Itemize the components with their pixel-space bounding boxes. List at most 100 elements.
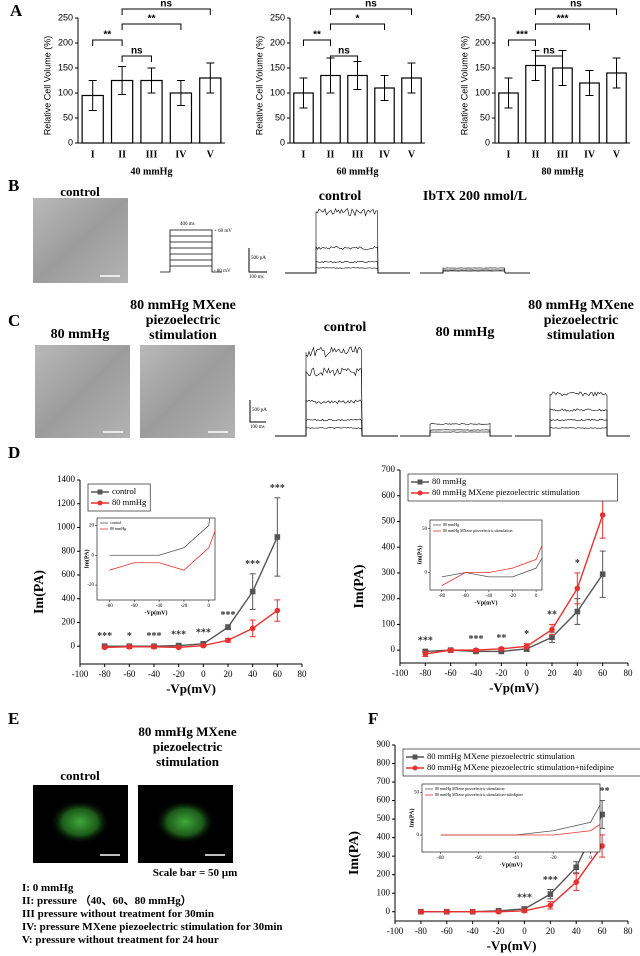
voltage-protocol [160,229,222,273]
x-tick-label: 20 [546,926,556,936]
significance-label: *** [245,559,260,570]
inset-series-line [441,557,542,578]
current-traces [275,207,630,437]
data-point [447,647,454,653]
y-tick-label: 200 [475,37,490,47]
image-label: control [60,768,100,783]
significance-bracket [535,23,590,30]
significance-bracket [535,8,617,15]
legend-label: 80 mmHg MXene piezoelectric stimulation [432,487,581,497]
inset-series-line [109,529,215,571]
data-point [574,585,581,592]
inset-x-label: -Vp(mV) [145,609,168,616]
inset-legend-label: 80 mmHg MXene piezoelectric stimulation [435,786,505,791]
data-point [97,489,103,495]
x-axis-label: -Vp(mV) [489,680,539,695]
inset-series-line [440,823,600,836]
significance-label: *** [221,610,236,621]
cell-fluorescence [50,800,110,844]
x-tick-label: 0 [522,926,527,936]
significance-label: *** [543,875,558,886]
data-point [573,879,580,885]
y-tick-label: 400 [377,832,391,842]
x-axis-label: 80 mmHg [542,166,584,177]
data-point [418,908,424,915]
y-tick-label: 200 [382,593,396,603]
current-trace [285,245,410,274]
significance-label: *** [196,627,211,638]
data-point [175,644,182,651]
inset-x-tick-label: -20 [509,594,516,599]
trace-label: 80 mmHg MXene piezoelectric stimulation [528,298,634,343]
trace-label: control [318,189,362,204]
x-tick-label: -40 [467,926,479,936]
inset-x-tick-label: -80 [106,604,113,609]
data-point [417,479,423,485]
significance-bracket [121,55,152,62]
data-point [495,908,502,915]
image-label: 80 mmHg MXene piezoelectric stimulation [130,298,236,343]
inset-x-label: -Vp(mV) [500,861,523,868]
y-axis-label: Relative Cell Volume (%) [459,36,469,136]
data-point [547,902,554,909]
data-point [412,765,418,771]
data-point [151,643,157,650]
data-point [417,490,423,496]
data-point [249,588,256,595]
significance-label: *** [171,630,186,641]
trace-label: control [323,320,367,335]
x-tick-label: II [327,149,335,160]
data-point [126,643,133,650]
x-tick-label: III [557,149,569,160]
image-label: 80 mmHg MXene piezoelectric stimulation [138,724,237,769]
x-tick-label: -60 [123,669,135,679]
current-trace [400,423,512,437]
inset-x-tick-label: 0 [535,594,538,599]
data-point [274,534,281,540]
inset: -80 -60 -40 -20 0 0 50 -Vp(mV) Im(PA) 80 mmHg MXe… [408,783,601,868]
current-trace [275,399,398,437]
x-tick-label: 0 [524,668,529,678]
y-tick-label: 100 [377,887,391,897]
group-key: II: pressure （40、60、80 mmHg） [22,895,192,907]
x-axis-label: 60 mmHg [337,166,379,177]
y-tick-label: 200 [58,37,73,47]
y-tick-label: 400 [62,593,76,603]
data-point [225,637,231,644]
inset-x-tick-label: -80 [438,594,445,599]
inset-y-tick-label: 0 [417,833,420,838]
inset-y-tick-label: 50 [422,527,428,532]
x-tick-label: -80 [419,668,431,678]
scale-note: Scale bar = 50 µm [152,867,238,879]
legend-box [87,483,151,512]
current-trace [285,260,410,274]
data-point [573,864,580,871]
x-tick-label: -80 [99,669,111,679]
y-tick-label: 150 [58,62,73,72]
current-trace [275,367,398,437]
significance-label: *** [469,634,484,645]
x-tick-label: 80 [624,668,634,678]
significance-bracket [508,39,536,46]
x-tick-label: 20 [548,668,558,678]
inset-plot [441,544,542,586]
y-tick-label: 500 [382,516,396,526]
inset-x-tick-label: -20 [181,604,188,609]
y-tick-label: 100 [382,618,396,628]
y-tick-label: 200 [270,37,285,47]
scale-label: 500 pA [251,256,266,261]
current-trace [515,391,630,437]
significance-label: *** [516,30,528,41]
y-tick-label: 200 [62,617,76,627]
x-tick-label: I [507,149,511,160]
y-tick-label: 0 [391,644,396,654]
current-trace [275,427,398,437]
data-point [549,626,555,633]
trace-label: 80 mmHg [435,325,495,340]
x-tick-label: V [613,149,621,160]
data-point [225,624,231,630]
significance-label: ns [543,46,555,57]
significance-label: ** [313,30,321,41]
group-key: I: 0 mmHg [22,882,74,894]
